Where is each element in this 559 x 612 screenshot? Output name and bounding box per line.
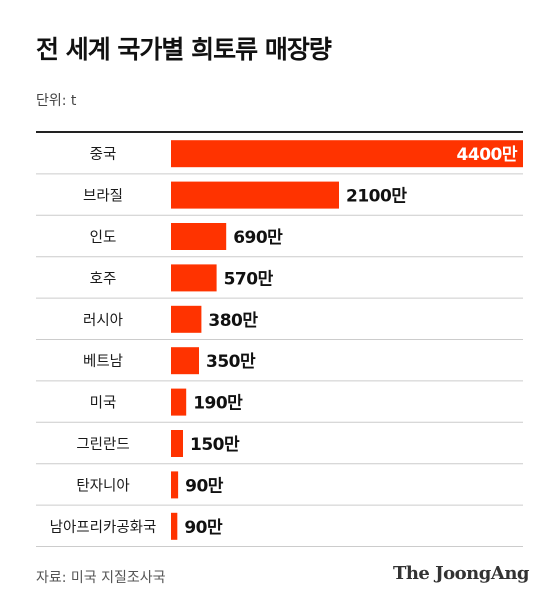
value-label: 570만 (224, 269, 274, 289)
bar (171, 181, 339, 209)
bar (171, 264, 217, 292)
category-label: 러시아 (83, 312, 123, 329)
value-label: 90만 (184, 518, 223, 538)
value-label: 380만 (208, 311, 258, 331)
value-label: 2100만 (346, 187, 407, 207)
bar (171, 388, 187, 416)
bar (171, 140, 523, 168)
bar (171, 430, 183, 457)
category-label: 남아프리카공화국 (50, 519, 157, 536)
category-label: 베트남 (83, 353, 123, 370)
category-label: 인도 (90, 229, 117, 246)
category-label: 브라질 (83, 188, 123, 205)
value-label: 90만 (185, 476, 224, 496)
value-label: 4400만 (457, 145, 518, 165)
category-label: 그린란드 (76, 436, 129, 453)
bar (171, 305, 202, 333)
value-label: 150만 (190, 435, 240, 455)
bar (171, 347, 199, 375)
bar (171, 512, 178, 540)
brand-logo: The JoongAng (392, 563, 530, 584)
category-label: 미국 (90, 395, 117, 412)
unit-label: 단위: t (36, 93, 77, 109)
category-label: 호주 (90, 271, 117, 287)
value-label: 690만 (233, 228, 283, 248)
value-label: 190만 (193, 394, 243, 414)
source-note: 자료: 미국 지질조사국 (36, 570, 166, 586)
category-label: 중국 (90, 147, 117, 163)
value-label: 350만 (206, 352, 256, 372)
bar (171, 223, 227, 250)
chart-title: 전 세계 국가별 희토류 매장량 (36, 35, 332, 64)
bar (171, 471, 179, 499)
top-rule (36, 131, 523, 133)
category-label: 탄자니아 (76, 477, 129, 494)
